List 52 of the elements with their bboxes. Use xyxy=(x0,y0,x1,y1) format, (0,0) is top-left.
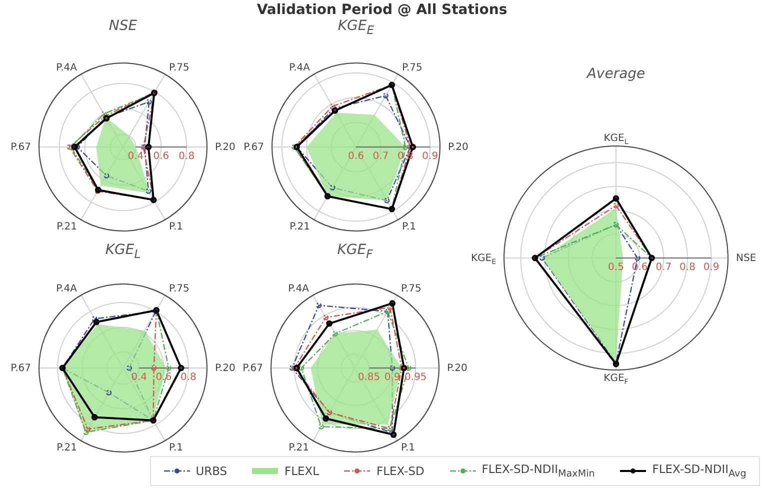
spoke-label: P.21 xyxy=(290,221,310,232)
y-tick-label: 0.8 xyxy=(397,151,414,162)
spoke-label: P.4A xyxy=(289,62,310,73)
spoke-label: P.21 xyxy=(56,442,77,454)
chart-title: NSE xyxy=(108,18,138,34)
spoke-label: P.67 xyxy=(10,362,31,374)
spoke-label: P.21 xyxy=(56,221,77,232)
y-tick-label: 0.7 xyxy=(656,262,672,273)
y-tick-label: 0.6 xyxy=(153,151,170,162)
spoke-label: P.1 xyxy=(169,442,184,454)
chart-title: KGE$_{L}$ xyxy=(104,242,142,261)
y-tick-label: 0.4 xyxy=(131,372,148,383)
y-tick-label: 0.6 xyxy=(348,151,364,162)
spoke-label: P.4A xyxy=(56,282,78,294)
spoke-label: P.1 xyxy=(402,221,416,232)
chart-title: KGE$_{F}$ xyxy=(336,242,374,261)
spoke-label: P.1 xyxy=(169,221,184,232)
spoke-label: P.1 xyxy=(401,442,416,454)
spoke-label: P.67 xyxy=(244,142,264,152)
spoke-label: P.4A xyxy=(288,282,310,294)
chart-title: Validation Period @ All Stations xyxy=(256,2,508,18)
spoke-label: NSE xyxy=(736,252,756,264)
spoke-label: P.20 xyxy=(448,142,468,152)
spoke-label: P.67 xyxy=(242,362,263,374)
legend-label: URBS xyxy=(196,464,228,478)
chart-title: Average xyxy=(585,66,646,82)
spoke-label: KGE$_{F}$ xyxy=(604,372,628,386)
y-tick-label: 0.85 xyxy=(358,372,380,383)
spoke-label: P.75 xyxy=(169,62,190,73)
legend-label: FLEX-SD xyxy=(376,464,424,478)
y-tick-label: 0.9 xyxy=(422,151,438,162)
y-tick-label: 0.8 xyxy=(680,262,696,273)
y-tick-label: 0.9 xyxy=(384,372,400,383)
spoke-label: KGE$_{E}$ xyxy=(470,252,496,266)
spoke-label: P.21 xyxy=(288,442,309,454)
y-tick-label: 0.8 xyxy=(180,372,196,383)
spoke-label: P.20 xyxy=(215,362,236,374)
y-tick-label: 0.7 xyxy=(372,151,389,162)
chart-subtitle: KGE$_{E}$ xyxy=(336,18,376,37)
y-tick-label: 0.9 xyxy=(703,262,720,273)
spoke-label: P.67 xyxy=(10,142,31,152)
legend-label: FLEX-SD-NDII$_{MaxMin}$ xyxy=(482,462,595,480)
spoke-label: P.20 xyxy=(215,142,236,152)
spoke-label: P.75 xyxy=(402,62,422,73)
legend-label: FLEX-SD-NDII$_{Avg}$ xyxy=(652,462,746,480)
spoke-label: P.4A xyxy=(56,62,78,73)
spoke-label: P.20 xyxy=(447,362,468,374)
legend-label: FLEXL xyxy=(284,464,320,478)
y-tick-label: 0.8 xyxy=(178,151,195,162)
spoke-label: KGE$_{L}$ xyxy=(604,132,628,146)
spoke-label: P.75 xyxy=(169,282,190,294)
spoke-label: P.75 xyxy=(401,282,422,294)
